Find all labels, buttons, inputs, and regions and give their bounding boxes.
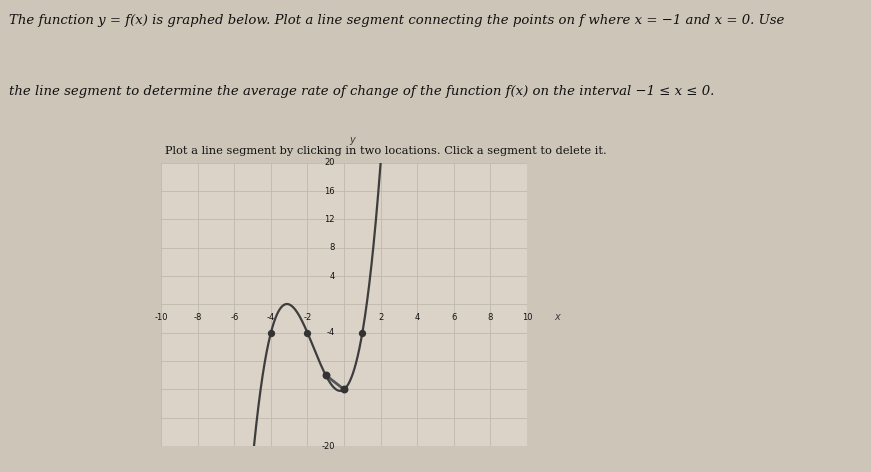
- Text: 8: 8: [488, 313, 493, 322]
- Text: 4: 4: [329, 271, 334, 281]
- Text: -4: -4: [327, 328, 334, 337]
- Text: 16: 16: [324, 186, 334, 196]
- Text: -2: -2: [303, 313, 312, 322]
- Text: x: x: [555, 312, 560, 321]
- Text: -4: -4: [267, 313, 275, 322]
- Text: -6: -6: [230, 313, 239, 322]
- Text: 12: 12: [324, 215, 334, 224]
- Text: -8: -8: [193, 313, 202, 322]
- Point: [355, 329, 369, 337]
- Text: 20: 20: [324, 158, 334, 168]
- Point: [319, 371, 333, 379]
- Text: y: y: [349, 135, 355, 145]
- Text: 10: 10: [522, 313, 532, 322]
- Text: 2: 2: [378, 313, 383, 322]
- Point: [300, 329, 314, 337]
- Text: the line segment to determine the average rate of change of the function f(x) on: the line segment to determine the averag…: [9, 85, 714, 98]
- Text: -10: -10: [154, 313, 168, 322]
- Text: 8: 8: [329, 243, 334, 253]
- Text: 6: 6: [451, 313, 456, 322]
- Text: 4: 4: [415, 313, 420, 322]
- Point: [264, 329, 278, 337]
- Point: [337, 386, 351, 393]
- Text: The function y = f(x) is graphed below. Plot a line segment connecting the point: The function y = f(x) is graphed below. …: [9, 14, 784, 27]
- Text: Plot a line segment by clicking in two locations. Click a segment to delete it.: Plot a line segment by clicking in two l…: [165, 146, 607, 156]
- Text: -20: -20: [321, 441, 334, 451]
